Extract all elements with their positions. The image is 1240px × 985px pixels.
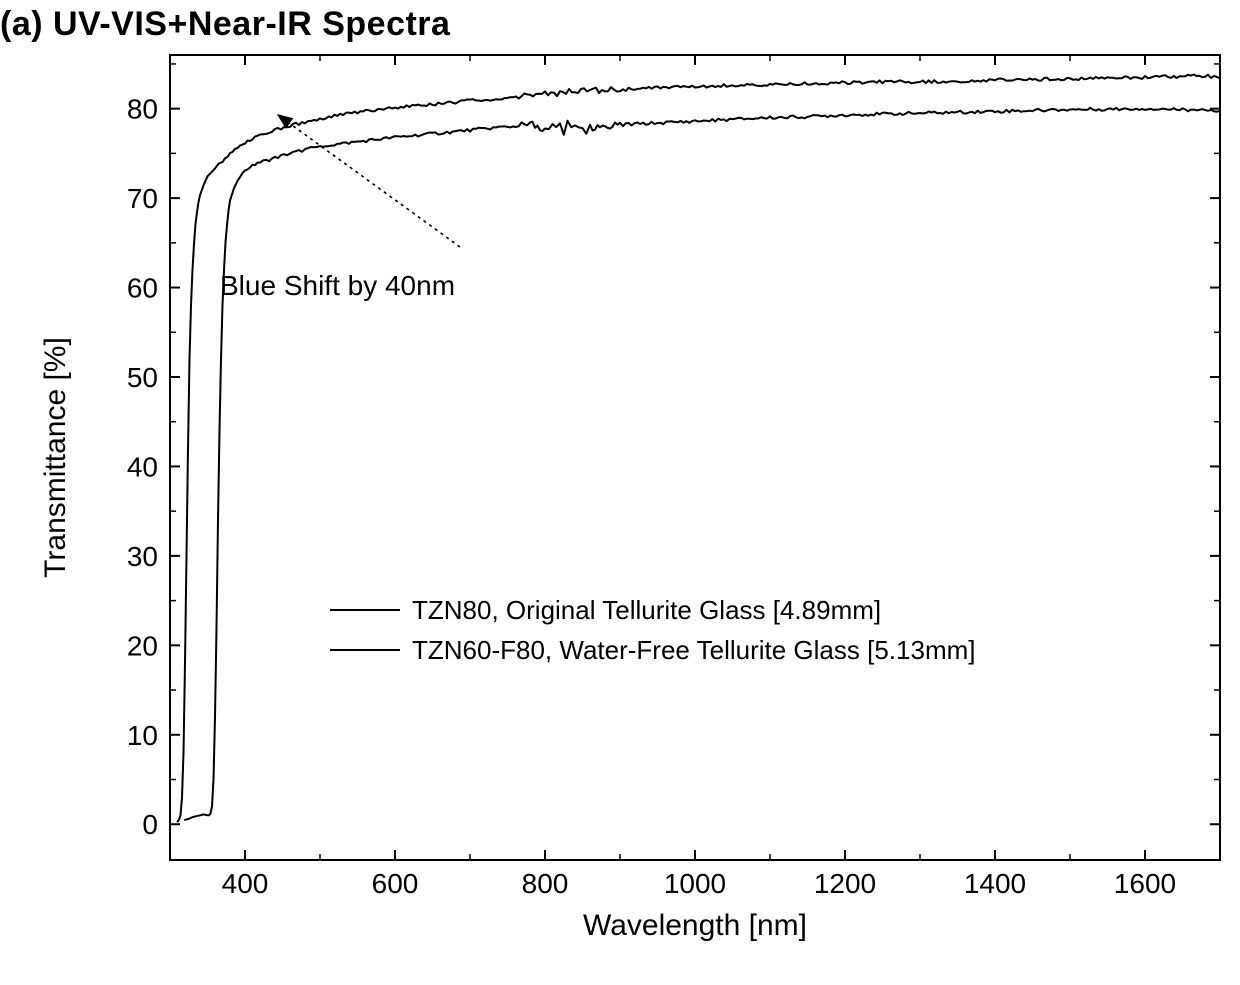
y-axis-label: Transmittance [%]: [39, 337, 72, 578]
annotation-text: Blue Shift by 40nm: [220, 270, 455, 301]
y-tick-label: 80: [127, 94, 158, 125]
y-tick-label: 20: [127, 630, 158, 661]
blue-shift-arrow: [278, 115, 460, 247]
x-axis-label: Wavelength [nm]: [583, 909, 807, 942]
x-tick-label: 1400: [964, 868, 1026, 899]
figure-container: { "title": "(a) UV-VIS+Near-IR Spectra",…: [0, 0, 1240, 985]
x-tick-label: 400: [222, 868, 269, 899]
series-TZN80: [185, 108, 1220, 820]
y-tick-label: 70: [127, 183, 158, 214]
series-TZN60-F80: [178, 75, 1221, 822]
x-tick-label: 1600: [1114, 868, 1176, 899]
x-tick-label: 600: [372, 868, 419, 899]
y-tick-label: 30: [127, 541, 158, 572]
y-tick-label: 50: [127, 362, 158, 393]
x-tick-label: 800: [522, 868, 569, 899]
y-tick-label: 40: [127, 451, 158, 482]
y-tick-label: 60: [127, 273, 158, 304]
x-tick-label: 1000: [664, 868, 726, 899]
legend-label: TZN60-F80, Water-Free Tellurite Glass [5…: [412, 635, 975, 665]
spectra-chart: 400 600 800 1000 1200 1400 1600 0 10 20 30 40 50 60 70…: [0, 0, 1240, 985]
legend-label: TZN80, Original Tellurite Glass [4.89mm]: [412, 595, 881, 625]
x-tick-label: 1200: [814, 868, 876, 899]
chart-title: (a) UV-VIS+Near-IR Spectra: [0, 5, 450, 44]
y-tick-label: 0: [142, 809, 158, 840]
y-tick-label: 10: [127, 720, 158, 751]
plot-frame: [170, 55, 1220, 860]
